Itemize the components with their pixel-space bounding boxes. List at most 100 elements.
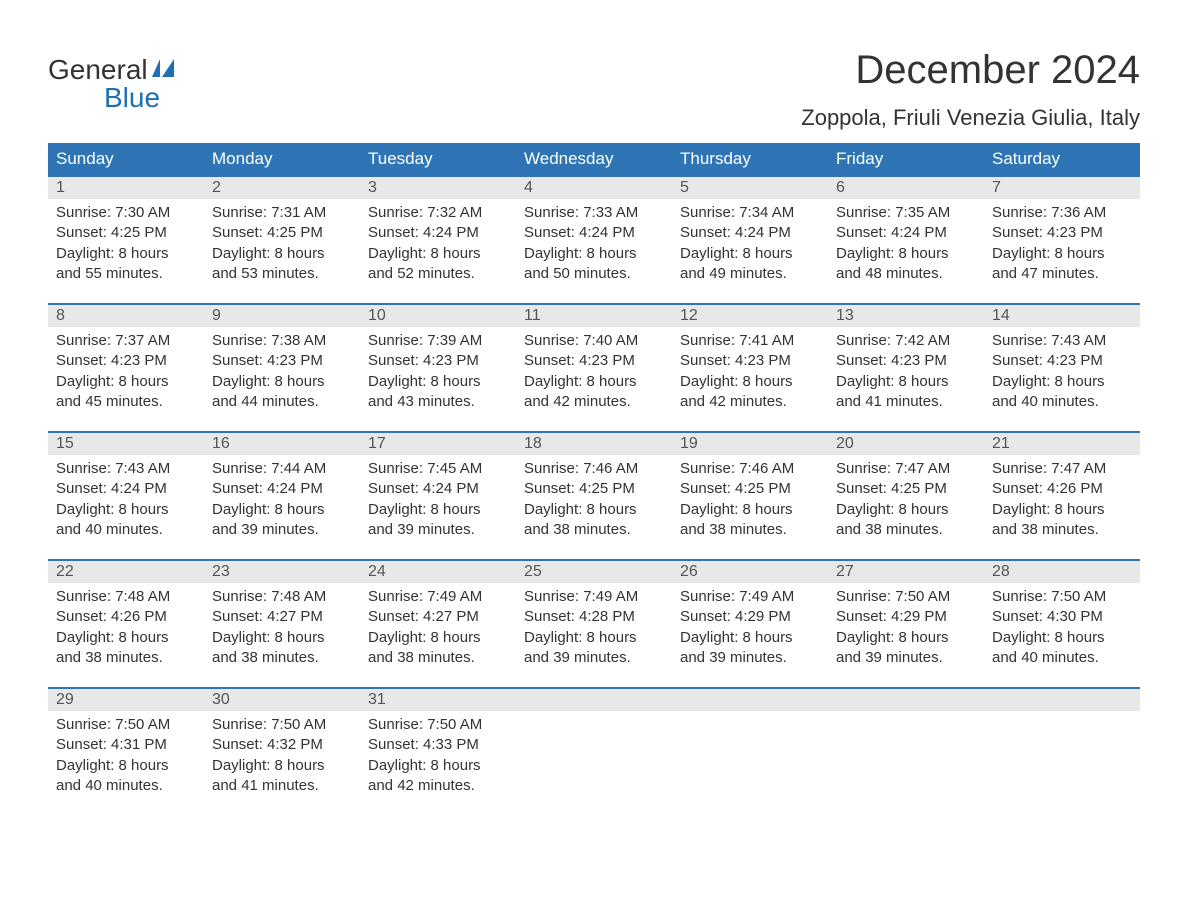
sunset-text: Sunset: 4:23 PM xyxy=(56,351,196,371)
daylight-line1: Daylight: 8 hours xyxy=(56,756,196,776)
day-number: 19 xyxy=(672,431,828,455)
daylight-line1: Daylight: 8 hours xyxy=(680,372,820,392)
daylight-line2: and 38 minutes. xyxy=(56,648,196,668)
logo-text-blue: Blue xyxy=(48,84,188,112)
daylight-line2: and 47 minutes. xyxy=(992,264,1132,284)
sunrise-text: Sunrise: 7:48 AM xyxy=(212,587,352,607)
calendar-cell: 23Sunrise: 7:48 AMSunset: 4:27 PMDayligh… xyxy=(204,559,360,687)
daylight-line2: and 40 minutes. xyxy=(992,392,1132,412)
daylight-line2: and 39 minutes. xyxy=(524,648,664,668)
flag-icon xyxy=(152,56,188,84)
daylight-line1: Daylight: 8 hours xyxy=(524,500,664,520)
header: General Blue December 2024 Zoppola, Friu… xyxy=(48,48,1140,131)
day-header-row: Sunday Monday Tuesday Wednesday Thursday… xyxy=(48,143,1140,175)
sunrise-text: Sunrise: 7:37 AM xyxy=(56,331,196,351)
location-subtitle: Zoppola, Friuli Venezia Giulia, Italy xyxy=(801,105,1140,131)
day-number: 5 xyxy=(672,175,828,199)
daylight-line2: and 45 minutes. xyxy=(56,392,196,412)
day-number: 3 xyxy=(360,175,516,199)
sunset-text: Sunset: 4:25 PM xyxy=(836,479,976,499)
sunrise-text: Sunrise: 7:44 AM xyxy=(212,459,352,479)
day-number: 15 xyxy=(48,431,204,455)
calendar-cell: 16Sunrise: 7:44 AMSunset: 4:24 PMDayligh… xyxy=(204,431,360,559)
sunrise-text: Sunrise: 7:43 AM xyxy=(56,459,196,479)
daylight-line2: and 42 minutes. xyxy=(680,392,820,412)
sunset-text: Sunset: 4:25 PM xyxy=(524,479,664,499)
day-number: 18 xyxy=(516,431,672,455)
calendar-week: 8Sunrise: 7:37 AMSunset: 4:23 PMDaylight… xyxy=(48,303,1140,431)
calendar-cell: 9Sunrise: 7:38 AMSunset: 4:23 PMDaylight… xyxy=(204,303,360,431)
sunset-text: Sunset: 4:24 PM xyxy=(368,223,508,243)
daylight-line2: and 48 minutes. xyxy=(836,264,976,284)
daylight-line2: and 39 minutes. xyxy=(368,520,508,540)
sunset-text: Sunset: 4:29 PM xyxy=(680,607,820,627)
calendar-cell: 22Sunrise: 7:48 AMSunset: 4:26 PMDayligh… xyxy=(48,559,204,687)
day-header: Wednesday xyxy=(516,143,672,175)
calendar-cell: 13Sunrise: 7:42 AMSunset: 4:23 PMDayligh… xyxy=(828,303,984,431)
calendar-cell: 4Sunrise: 7:33 AMSunset: 4:24 PMDaylight… xyxy=(516,175,672,303)
calendar-cell: 19Sunrise: 7:46 AMSunset: 4:25 PMDayligh… xyxy=(672,431,828,559)
sunrise-text: Sunrise: 7:35 AM xyxy=(836,203,976,223)
day-number: 8 xyxy=(48,303,204,327)
sunrise-text: Sunrise: 7:47 AM xyxy=(992,459,1132,479)
day-number: 4 xyxy=(516,175,672,199)
daylight-line1: Daylight: 8 hours xyxy=(992,500,1132,520)
daylight-line1: Daylight: 8 hours xyxy=(212,372,352,392)
sunrise-text: Sunrise: 7:50 AM xyxy=(992,587,1132,607)
day-details: Sunrise: 7:48 AMSunset: 4:26 PMDaylight:… xyxy=(48,583,204,676)
sunrise-text: Sunrise: 7:50 AM xyxy=(212,715,352,735)
day-details: Sunrise: 7:31 AMSunset: 4:25 PMDaylight:… xyxy=(204,199,360,292)
calendar-cell: 29Sunrise: 7:50 AMSunset: 4:31 PMDayligh… xyxy=(48,687,204,815)
sunset-text: Sunset: 4:24 PM xyxy=(212,479,352,499)
day-details: Sunrise: 7:44 AMSunset: 4:24 PMDaylight:… xyxy=(204,455,360,548)
daylight-line1: Daylight: 8 hours xyxy=(56,628,196,648)
sunrise-text: Sunrise: 7:33 AM xyxy=(524,203,664,223)
daylight-line1: Daylight: 8 hours xyxy=(524,244,664,264)
day-number: 17 xyxy=(360,431,516,455)
sunset-text: Sunset: 4:26 PM xyxy=(56,607,196,627)
sunrise-text: Sunrise: 7:41 AM xyxy=(680,331,820,351)
day-details: Sunrise: 7:50 AMSunset: 4:33 PMDaylight:… xyxy=(360,711,516,804)
calendar-cell: 25Sunrise: 7:49 AMSunset: 4:28 PMDayligh… xyxy=(516,559,672,687)
day-details: Sunrise: 7:38 AMSunset: 4:23 PMDaylight:… xyxy=(204,327,360,420)
daylight-line2: and 38 minutes. xyxy=(836,520,976,540)
day-details: Sunrise: 7:36 AMSunset: 4:23 PMDaylight:… xyxy=(984,199,1140,292)
calendar-week: 22Sunrise: 7:48 AMSunset: 4:26 PMDayligh… xyxy=(48,559,1140,687)
daylight-line1: Daylight: 8 hours xyxy=(368,244,508,264)
day-details: Sunrise: 7:50 AMSunset: 4:31 PMDaylight:… xyxy=(48,711,204,804)
daylight-line2: and 40 minutes. xyxy=(56,776,196,796)
daylight-line1: Daylight: 8 hours xyxy=(212,756,352,776)
day-number: 10 xyxy=(360,303,516,327)
calendar-cell: 30Sunrise: 7:50 AMSunset: 4:32 PMDayligh… xyxy=(204,687,360,815)
calendar-cell: 8Sunrise: 7:37 AMSunset: 4:23 PMDaylight… xyxy=(48,303,204,431)
calendar-cell: 31Sunrise: 7:50 AMSunset: 4:33 PMDayligh… xyxy=(360,687,516,815)
sunset-text: Sunset: 4:27 PM xyxy=(368,607,508,627)
day-number: 14 xyxy=(984,303,1140,327)
daylight-line1: Daylight: 8 hours xyxy=(212,500,352,520)
day-details: Sunrise: 7:33 AMSunset: 4:24 PMDaylight:… xyxy=(516,199,672,292)
sunrise-text: Sunrise: 7:42 AM xyxy=(836,331,976,351)
sunset-text: Sunset: 4:23 PM xyxy=(368,351,508,371)
sunset-text: Sunset: 4:24 PM xyxy=(368,479,508,499)
sunrise-text: Sunrise: 7:31 AM xyxy=(212,203,352,223)
calendar-cell: 26Sunrise: 7:49 AMSunset: 4:29 PMDayligh… xyxy=(672,559,828,687)
sunset-text: Sunset: 4:23 PM xyxy=(680,351,820,371)
day-number: 22 xyxy=(48,559,204,583)
day-details: Sunrise: 7:50 AMSunset: 4:32 PMDaylight:… xyxy=(204,711,360,804)
calendar-cell: 21Sunrise: 7:47 AMSunset: 4:26 PMDayligh… xyxy=(984,431,1140,559)
sunrise-text: Sunrise: 7:47 AM xyxy=(836,459,976,479)
daylight-line1: Daylight: 8 hours xyxy=(368,500,508,520)
daylight-line2: and 38 minutes. xyxy=(212,648,352,668)
sunrise-text: Sunrise: 7:43 AM xyxy=(992,331,1132,351)
sunrise-text: Sunrise: 7:48 AM xyxy=(56,587,196,607)
daylight-line1: Daylight: 8 hours xyxy=(836,500,976,520)
sunrise-text: Sunrise: 7:36 AM xyxy=(992,203,1132,223)
day-number: 2 xyxy=(204,175,360,199)
daylight-line2: and 43 minutes. xyxy=(368,392,508,412)
day-number: 21 xyxy=(984,431,1140,455)
day-number: 30 xyxy=(204,687,360,711)
day-number: 13 xyxy=(828,303,984,327)
day-number: 24 xyxy=(360,559,516,583)
sunset-text: Sunset: 4:32 PM xyxy=(212,735,352,755)
day-details: Sunrise: 7:35 AMSunset: 4:24 PMDaylight:… xyxy=(828,199,984,292)
